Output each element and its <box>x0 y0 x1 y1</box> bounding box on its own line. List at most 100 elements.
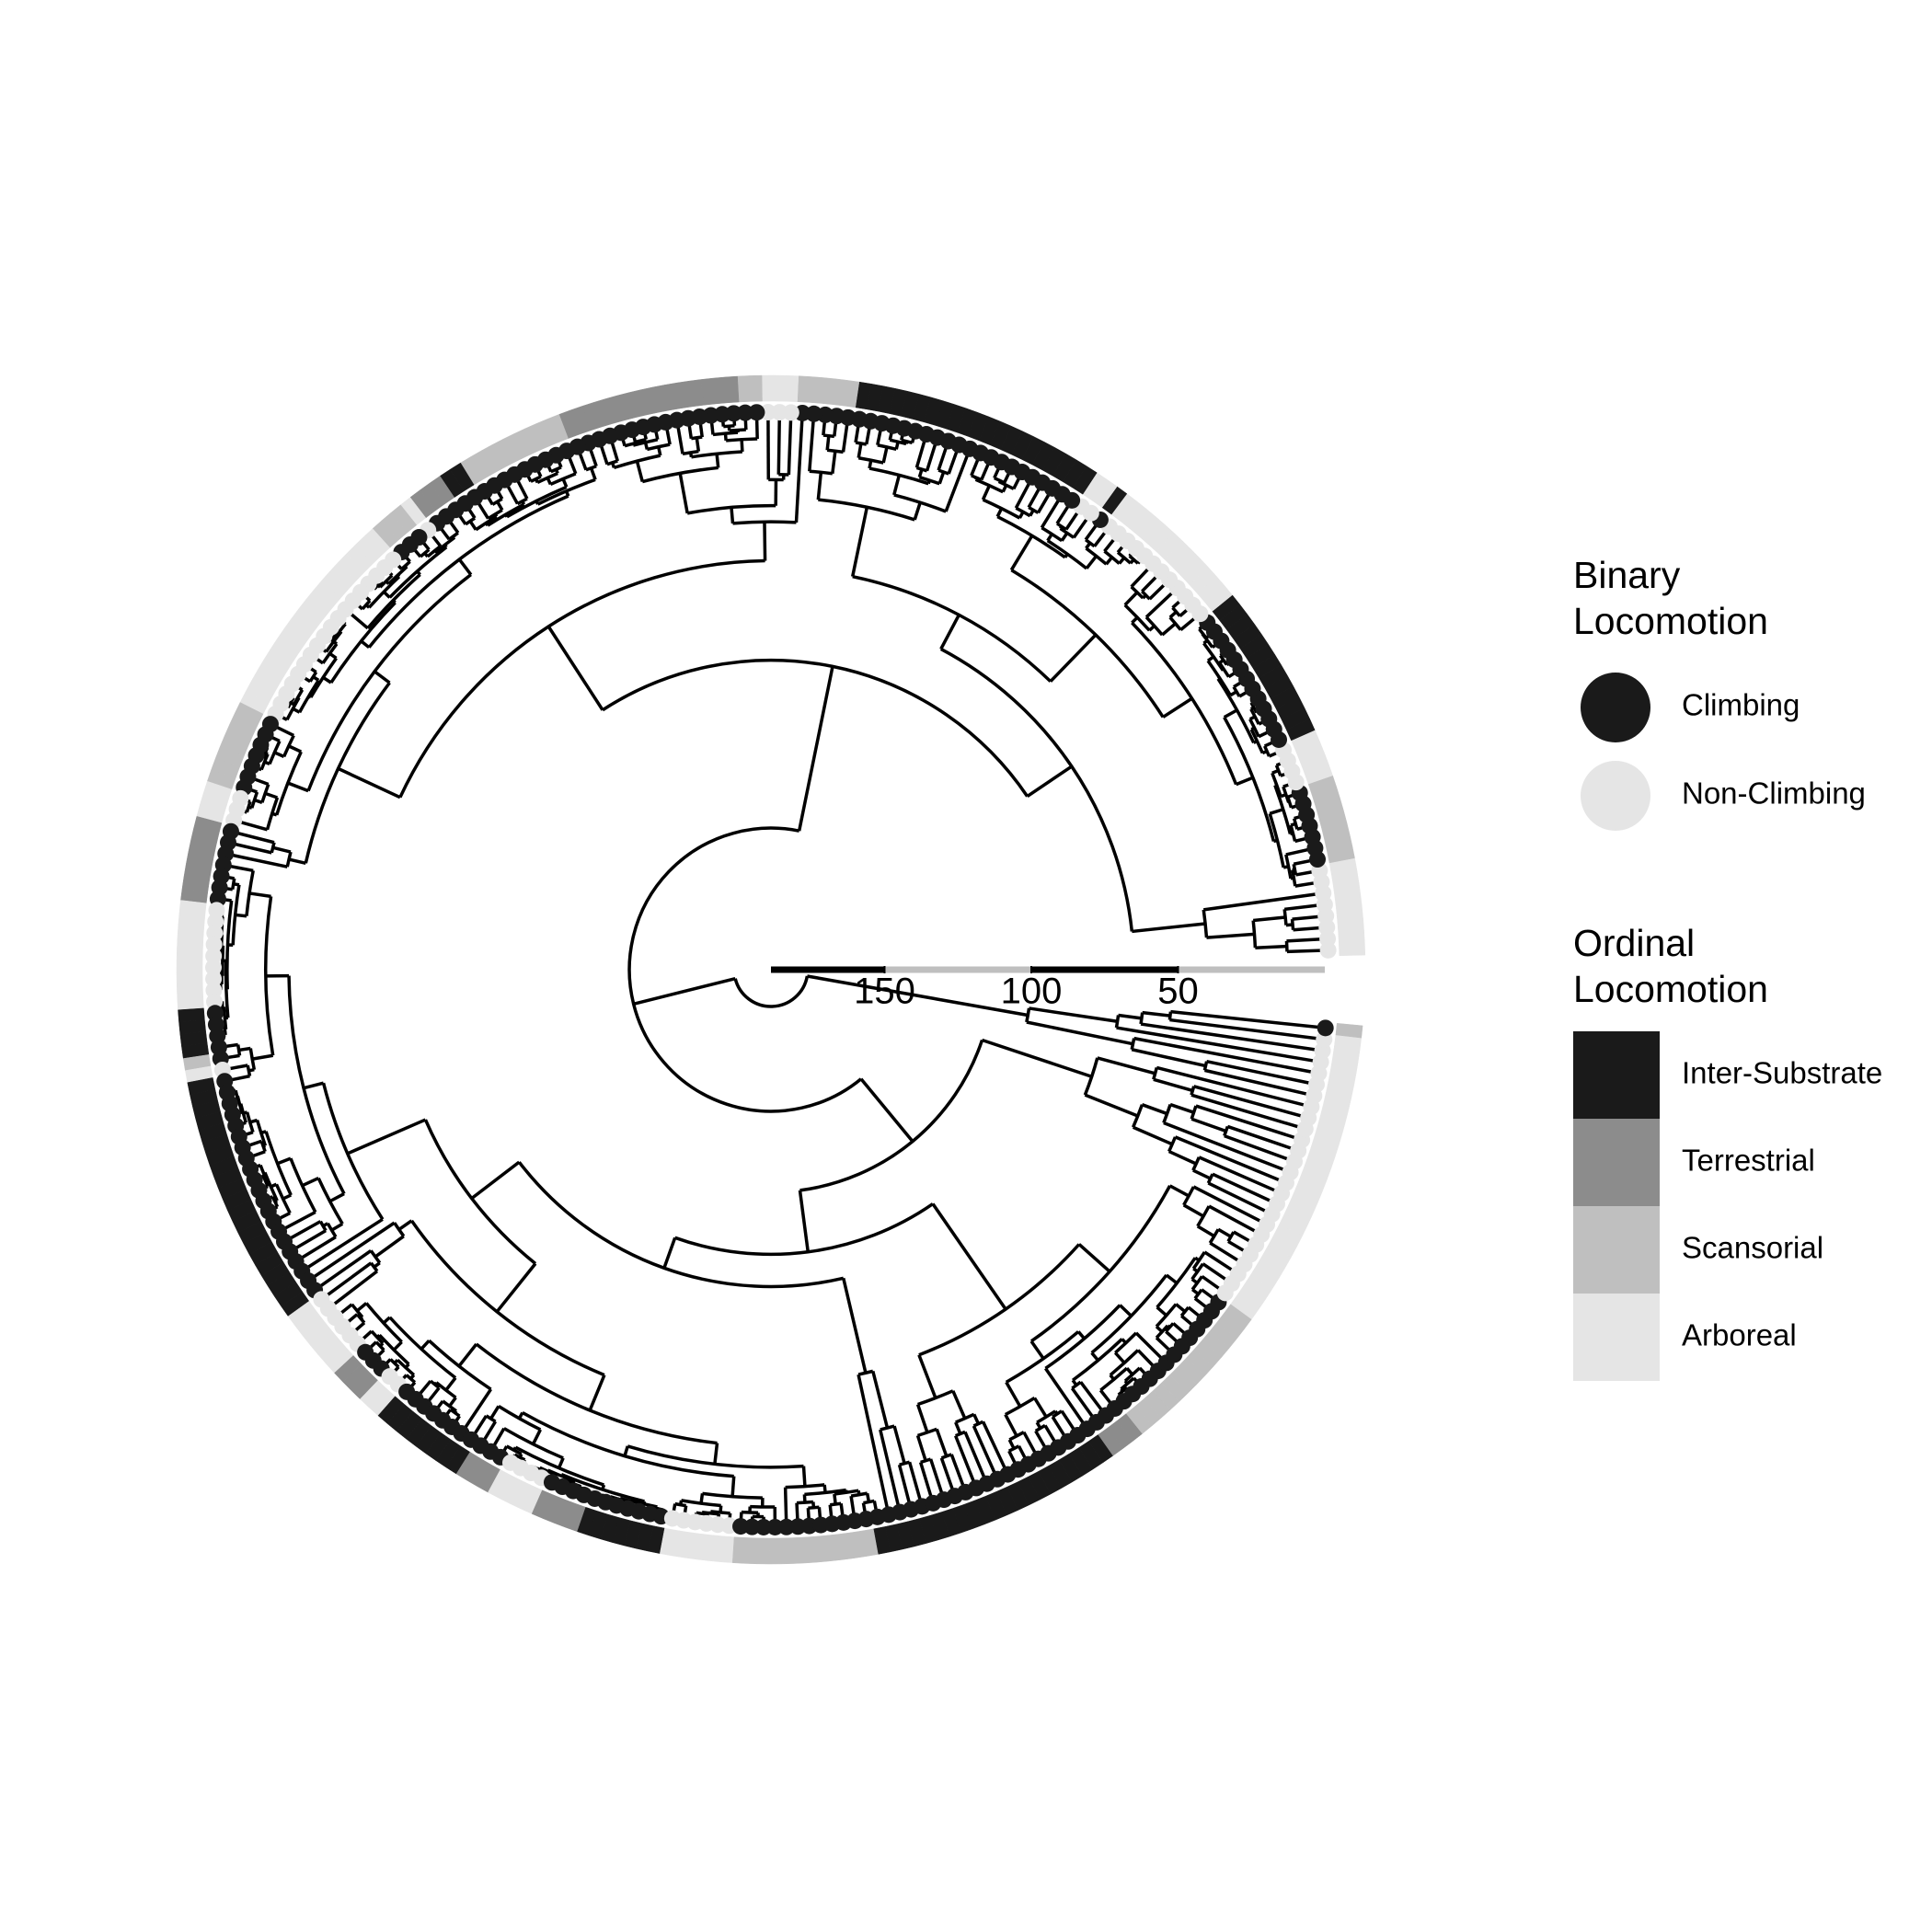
branch-arc <box>361 599 372 611</box>
branch <box>248 1067 255 1073</box>
branch <box>493 513 499 518</box>
branch-arc <box>1206 660 1232 696</box>
branch-arc <box>972 1420 984 1428</box>
branch-arc <box>370 1329 385 1345</box>
branch <box>939 614 960 650</box>
branch <box>470 1160 521 1200</box>
branch <box>931 1202 1007 1311</box>
branch <box>495 1262 537 1313</box>
branch-arc <box>857 1369 874 1376</box>
branch <box>287 781 309 793</box>
branch <box>1204 1068 1311 1097</box>
branch <box>432 550 437 554</box>
branch <box>914 437 927 468</box>
branch-arc <box>982 498 1021 520</box>
tip-ring <box>761 374 775 402</box>
branch <box>328 1192 345 1203</box>
scale-label: 150 <box>854 972 915 1012</box>
branch-arc <box>971 474 983 482</box>
branch <box>281 1210 316 1232</box>
branch <box>1174 1135 1283 1183</box>
branch <box>892 1425 906 1465</box>
branch-arc <box>939 647 1134 932</box>
branch-arc <box>536 471 558 485</box>
branch <box>776 416 782 475</box>
branch <box>251 1053 274 1061</box>
legend-key <box>1573 1031 1660 1119</box>
branch <box>973 477 978 480</box>
branch-arc <box>613 454 661 470</box>
branch <box>1155 1325 1164 1333</box>
branch-arc <box>448 531 459 541</box>
branch <box>1192 1185 1265 1225</box>
branch <box>518 1453 523 1458</box>
branch-arc <box>517 1161 845 1289</box>
branch <box>822 1484 827 1493</box>
tip-ring <box>768 1537 782 1565</box>
branch-arc <box>1248 718 1260 738</box>
branch <box>842 1277 868 1374</box>
tip-ring <box>785 374 799 402</box>
branch <box>1043 1367 1087 1427</box>
branch <box>1125 1367 1134 1376</box>
branch-arc <box>263 1171 279 1202</box>
branch <box>1293 926 1324 932</box>
branch <box>420 1340 431 1351</box>
legend-key <box>1573 1119 1660 1206</box>
tip-ring <box>707 1535 723 1562</box>
branch <box>892 474 902 496</box>
branch-arc <box>920 1457 932 1465</box>
branch <box>981 485 992 500</box>
branch <box>802 1494 807 1503</box>
branch <box>1132 1125 1173 1146</box>
branch-arc <box>222 1006 228 1029</box>
branch <box>1193 1085 1305 1119</box>
branch <box>537 1466 542 1470</box>
branch-arc <box>1190 1086 1196 1096</box>
branch-arc <box>1139 1012 1144 1025</box>
branch <box>356 1302 368 1313</box>
branch <box>913 501 922 521</box>
branch-arc <box>285 851 293 868</box>
branch <box>831 451 837 474</box>
branch <box>1077 1243 1111 1273</box>
branch-arc <box>1099 1366 1129 1392</box>
branch <box>954 1421 962 1435</box>
branch <box>292 1229 327 1251</box>
tip-dot <box>754 1518 772 1535</box>
branch <box>1007 1439 1016 1450</box>
branch <box>1175 1303 1187 1313</box>
branch-arc <box>221 945 225 976</box>
branch <box>423 552 430 558</box>
branch <box>238 1046 251 1052</box>
branch <box>1118 1013 1143 1020</box>
branch <box>1132 922 1206 934</box>
branch <box>1165 1273 1179 1285</box>
branch <box>1208 1204 1259 1235</box>
legend-key <box>1573 1206 1660 1294</box>
tip-ring <box>719 1535 735 1563</box>
branch <box>1129 558 1135 565</box>
branch <box>457 558 473 576</box>
tip-ring <box>797 375 811 403</box>
branch-arc <box>1273 784 1293 834</box>
branch-arc <box>1196 1205 1211 1227</box>
branch-arc <box>954 1430 966 1438</box>
branch <box>1119 1304 1133 1317</box>
branch-arc <box>513 1453 526 1462</box>
branch <box>1130 565 1152 589</box>
legend-key <box>1573 1294 1660 1381</box>
branch <box>995 507 1004 518</box>
branch <box>713 1443 719 1465</box>
branch-arc <box>248 1048 257 1071</box>
branch <box>270 1182 278 1189</box>
branch-arc <box>1282 909 1288 926</box>
branch <box>1029 1340 1045 1360</box>
branch <box>1290 822 1296 827</box>
branch <box>385 580 390 585</box>
branch-arc <box>880 1424 895 1432</box>
branch <box>1196 1225 1215 1238</box>
branch-arc <box>369 1261 379 1272</box>
branch-arc <box>732 520 797 525</box>
branch <box>1202 638 1209 645</box>
